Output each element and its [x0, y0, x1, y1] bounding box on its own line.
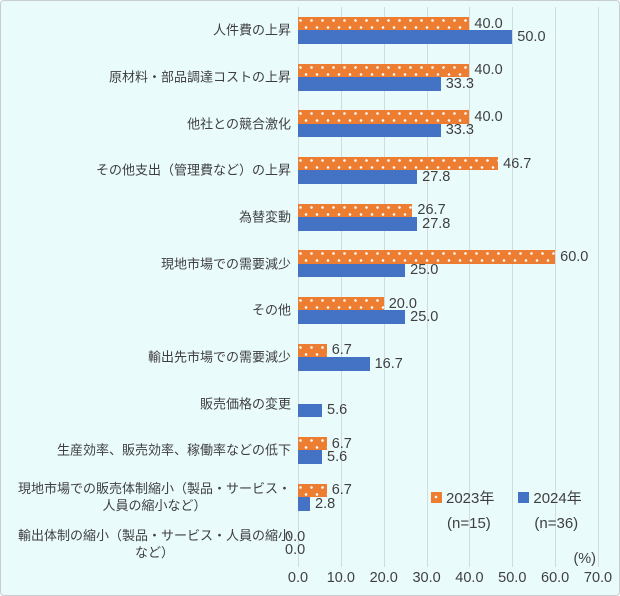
legend-label-2023: 2023年 — [446, 490, 495, 507]
bar-2024年 — [298, 170, 418, 184]
bar-value-label: 16.7 — [374, 355, 403, 372]
bar-2023年 — [298, 16, 470, 31]
axis-unit-label: (%) — [573, 551, 596, 567]
legend-label-2024: 2024年 — [533, 490, 582, 507]
bar-value-label: 5.6 — [327, 402, 348, 419]
x-axis-tick-label: 40.0 — [455, 570, 484, 586]
x-axis-tick-label: 70.0 — [583, 570, 613, 586]
category-label: 販売価格の変更 — [199, 396, 291, 412]
x-axis-tick-label: 50.0 — [498, 570, 527, 586]
bar-2024年 — [298, 123, 441, 138]
category-label: 現地市場での需要減少 — [160, 256, 291, 272]
bar-2024年 — [298, 77, 441, 91]
gridline — [512, 7, 514, 567]
bar-value-label: 25.0 — [410, 309, 439, 326]
bar-value-label: 46.7 — [503, 155, 532, 172]
bar-2023年 — [298, 483, 327, 497]
gridline — [340, 7, 342, 567]
category-label: 生産効率、販売効率、稼働率などの低下 — [56, 442, 291, 458]
bar-value-label: 40.0 — [474, 15, 503, 32]
bar-2024年 — [298, 497, 310, 511]
bar-value-label: 25.0 — [410, 262, 439, 279]
bar-value-label: 2.8 — [315, 495, 336, 512]
bar-2024年 — [298, 450, 322, 464]
gridline — [383, 7, 385, 567]
legend-swatch-2024-icon — [518, 492, 530, 503]
x-axis-tick-label: 0.0 — [287, 570, 309, 586]
bar-value-label: 6.7 — [331, 482, 352, 499]
legend-entry-2023: 2023年 (n=15) — [431, 487, 494, 532]
bar-value-label: 6.7 — [331, 342, 352, 359]
bar-value-label: 26.7 — [417, 202, 446, 219]
bar-value-label: 0.0 — [285, 528, 306, 545]
gridline — [598, 7, 599, 567]
category-label: 原材料・部品調達コストの上昇 — [108, 69, 291, 85]
bar-2023年 — [298, 436, 327, 451]
x-axis-tick-label: 10.0 — [326, 570, 355, 586]
gridline — [469, 7, 471, 567]
bar-2024年 — [298, 30, 513, 44]
bar-2024年 — [298, 217, 418, 231]
category-label: 人件費の上昇 — [212, 22, 291, 38]
bar-2023年 — [298, 343, 327, 357]
gridline — [555, 7, 557, 567]
bar-value-label: 33.3 — [445, 122, 474, 139]
bar-2024年 — [298, 310, 406, 324]
bar-2023年 — [298, 156, 499, 171]
bar-value-label: 27.8 — [422, 169, 451, 186]
bar-2023年 — [298, 250, 556, 264]
gridline — [426, 7, 428, 567]
bar-2023年 — [298, 110, 470, 124]
legend-sample-size-2023: (n=15) — [447, 515, 491, 532]
bar-value-label: 27.8 — [422, 215, 451, 232]
x-axis-tick-label: 60.0 — [541, 570, 570, 586]
legend-sample-size-2024: (n=36) — [534, 515, 579, 532]
bar-2023年 — [298, 63, 470, 77]
bar-value-label: 5.6 — [327, 449, 348, 466]
category-label: その他支出（管理費など）の上昇 — [95, 162, 291, 178]
bar-value-label: 0.0 — [285, 542, 306, 559]
category-label: 輸出体制の縮小（製品・サービス・人員の縮小 など） — [17, 527, 291, 560]
bar-value-label: 6.7 — [331, 435, 352, 452]
category-label: 輸出先市場での需要減少 — [147, 349, 291, 365]
category-label: 他社との競合激化 — [187, 116, 291, 132]
bar-value-label: 50.0 — [517, 29, 546, 46]
legend: 2023年 (n=15) 2024年 (n=36) — [431, 487, 582, 532]
legend-swatch-2023-icon — [431, 492, 442, 503]
bar-2023年 — [298, 203, 413, 217]
bar-2024年 — [298, 263, 406, 278]
x-axis-tick-label: 20.0 — [369, 570, 398, 586]
bar-2024年 — [298, 403, 322, 418]
category-label: 現地市場での販売体制縮小（製品・サービス・ 人員の縮小など） — [17, 481, 291, 513]
bar-value-label: 20.0 — [388, 295, 417, 312]
legend-entry-2024: 2024年 (n=36) — [518, 487, 582, 532]
bar-value-label: 60.0 — [560, 248, 589, 265]
category-label: その他 — [251, 302, 291, 318]
x-axis-tick-label: 30.0 — [412, 570, 441, 586]
bar-value-label: 33.3 — [445, 75, 474, 92]
bar-2024年 — [298, 357, 370, 371]
gridline — [298, 7, 299, 567]
category-label: 為替変動 — [238, 209, 291, 225]
bar-value-label: 40.0 — [474, 108, 503, 125]
bar-value-label: 40.0 — [474, 62, 503, 79]
bar-2023年 — [298, 296, 384, 311]
